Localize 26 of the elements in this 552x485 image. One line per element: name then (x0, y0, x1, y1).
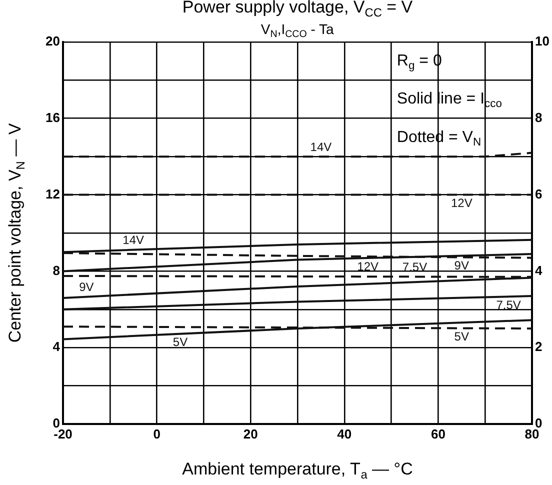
series-label: 5V (454, 330, 469, 344)
x-tick-label: 0 (153, 426, 160, 442)
x-tick-label: 40 (337, 426, 352, 442)
series-label: 9V (454, 258, 469, 273)
series-label: 12V (450, 196, 472, 210)
y2-tick-label: 8 (535, 110, 542, 125)
series-label: 14V (122, 233, 144, 248)
series-label: 5V (172, 335, 188, 350)
y2-tick-label: 2 (535, 339, 542, 354)
y-axis-title: Center point voltage, VN — V (6, 122, 28, 343)
y-tick-label: 16 (46, 110, 60, 125)
y-tick-label: 20 (46, 34, 60, 49)
x-tick-label: 20 (243, 426, 258, 442)
y2-tick-label: 6 (535, 186, 542, 202)
x-tick-label: 60 (430, 426, 446, 442)
y2-tick-label: 4 (535, 262, 543, 278)
y-tick-label: 12 (46, 186, 60, 202)
y-tick-label: 4 (52, 339, 61, 354)
y2-tick-label: 10 (535, 34, 550, 49)
series-label: 12V (357, 259, 379, 274)
series-label: 7.5V (402, 260, 428, 274)
y-tick-label: 8 (52, 262, 60, 278)
y-tick-label: 0 (52, 416, 60, 431)
series-label: 7.5V (496, 298, 521, 312)
series-label: 9V (79, 280, 94, 294)
series-label: 14V (310, 140, 332, 154)
